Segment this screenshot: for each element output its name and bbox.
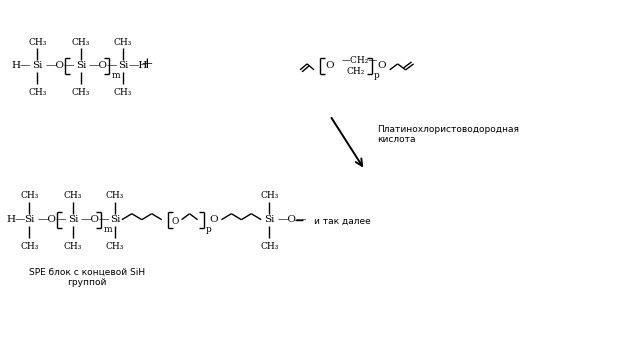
Text: CH₃: CH₃ <box>114 88 132 97</box>
Text: Si: Si <box>118 61 128 70</box>
Text: CH₃: CH₃ <box>64 191 83 200</box>
Text: CH₃: CH₃ <box>106 191 124 200</box>
Text: Si: Si <box>24 215 35 224</box>
Text: Платинохлористоводородная
кислота: Платинохлористоводородная кислота <box>377 125 519 144</box>
Text: CH₃: CH₃ <box>20 191 38 200</box>
Text: —O—: —O— <box>277 215 307 224</box>
Text: Si: Si <box>68 215 78 224</box>
Text: CH₃: CH₃ <box>64 242 83 251</box>
Text: O: O <box>378 61 386 70</box>
Text: CH₃: CH₃ <box>72 38 90 47</box>
Text: —O—: —O— <box>37 215 67 224</box>
Text: CH₃: CH₃ <box>72 88 90 97</box>
Text: Si: Si <box>264 215 275 224</box>
Text: CH₃: CH₃ <box>28 88 47 97</box>
Text: CH₃: CH₃ <box>28 38 47 47</box>
Text: Si: Si <box>76 61 86 70</box>
Text: CH₃: CH₃ <box>260 191 278 200</box>
Text: Si: Si <box>109 215 120 224</box>
Text: H—: H— <box>6 215 26 224</box>
Text: +: + <box>140 57 153 71</box>
Text: CH₂: CH₂ <box>347 67 365 76</box>
Text: p: p <box>205 225 211 234</box>
Text: Si: Si <box>32 61 42 70</box>
Text: m: m <box>112 71 120 80</box>
Text: O: O <box>172 217 179 226</box>
Text: CH₃: CH₃ <box>114 38 132 47</box>
Text: SPE блок с концевой SiH
группой: SPE блок с концевой SiH группой <box>29 268 145 287</box>
Text: CH₃: CH₃ <box>106 242 124 251</box>
Text: —O—: —O— <box>81 215 111 224</box>
Text: CH₃: CH₃ <box>20 242 38 251</box>
Text: p: p <box>374 71 380 80</box>
Text: —CH₂—: —CH₂— <box>342 56 378 65</box>
Text: и так далее: и так далее <box>314 217 371 226</box>
Text: —O—: —O— <box>45 61 75 70</box>
Text: m: m <box>104 225 113 234</box>
Text: H—: H— <box>12 61 31 70</box>
Text: —O—: —O— <box>89 61 118 70</box>
Text: CH₃: CH₃ <box>260 242 278 251</box>
Text: O: O <box>209 215 218 224</box>
Text: —H: —H <box>129 61 148 70</box>
Text: O: O <box>326 61 334 70</box>
